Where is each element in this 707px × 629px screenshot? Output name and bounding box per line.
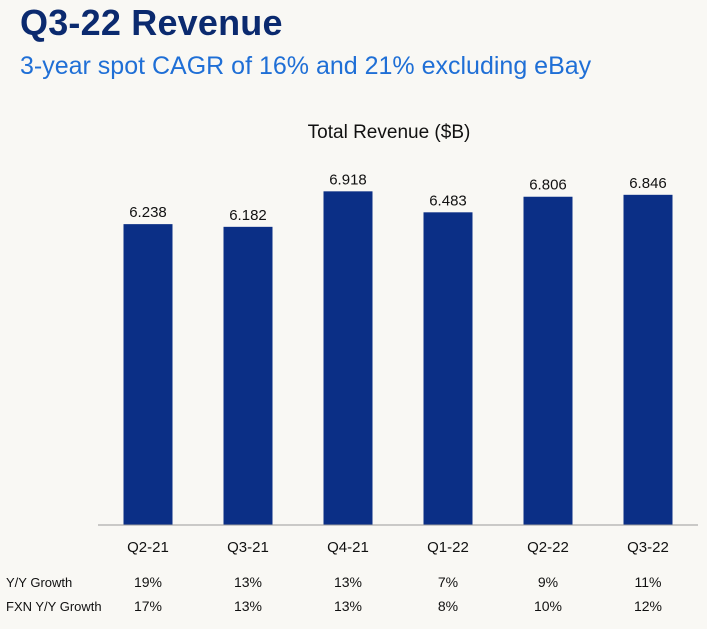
x-tick-label: Q2-21: [127, 539, 169, 556]
page-title: Q3-22 Revenue: [20, 2, 283, 43]
bar-value-label: 6.483: [429, 192, 467, 209]
y-y-growth-cell: 13%: [333, 574, 363, 590]
fxn-y-y-growth-label: FXN Y/Y Growth: [6, 599, 102, 614]
chart-title: Total Revenue ($B): [308, 122, 471, 143]
bar-q2-21: [123, 224, 173, 525]
fxn-y-y-growth-cell: 10%: [533, 598, 563, 614]
y-y-growth-label: Y/Y Growth: [6, 575, 73, 590]
bar-q4-21: [323, 191, 373, 525]
y-y-growth-cell: 9%: [537, 574, 559, 590]
y-y-growth-cell: 13%: [233, 574, 263, 590]
bar-value-label: 6.182: [229, 207, 267, 224]
x-tick-label: Q1-22: [427, 539, 469, 556]
x-tick-label: Q3-22: [627, 539, 669, 556]
y-y-growth-cell: 7%: [437, 574, 459, 590]
x-tick-label: Q3-21: [227, 539, 269, 556]
bar-value-label: 6.846: [629, 175, 667, 192]
bar-q3-21: [223, 226, 273, 525]
bar-value-label: 6.238: [129, 204, 167, 221]
bar-value-label: 6.918: [329, 171, 367, 188]
bar-q2-22: [523, 196, 573, 526]
bar-q3-22: [623, 194, 673, 525]
bar-q1-22: [423, 212, 473, 525]
page-subtitle: 3-year spot CAGR of 16% and 21% excludin…: [20, 52, 592, 80]
fxn-y-y-growth-cell: 13%: [233, 598, 263, 614]
y-y-growth-cell: 19%: [133, 574, 163, 590]
fxn-y-y-growth-cell: 12%: [633, 598, 663, 614]
x-tick-label: Q2-22: [527, 539, 569, 556]
fxn-y-y-growth-cell: 13%: [333, 598, 363, 614]
y-y-growth-cell: 11%: [634, 574, 662, 590]
fxn-y-y-growth-cell: 8%: [437, 598, 459, 614]
fxn-y-y-growth-cell: 17%: [133, 598, 163, 614]
bar-value-label: 6.806: [529, 177, 567, 194]
x-tick-label: Q4-21: [327, 539, 369, 556]
